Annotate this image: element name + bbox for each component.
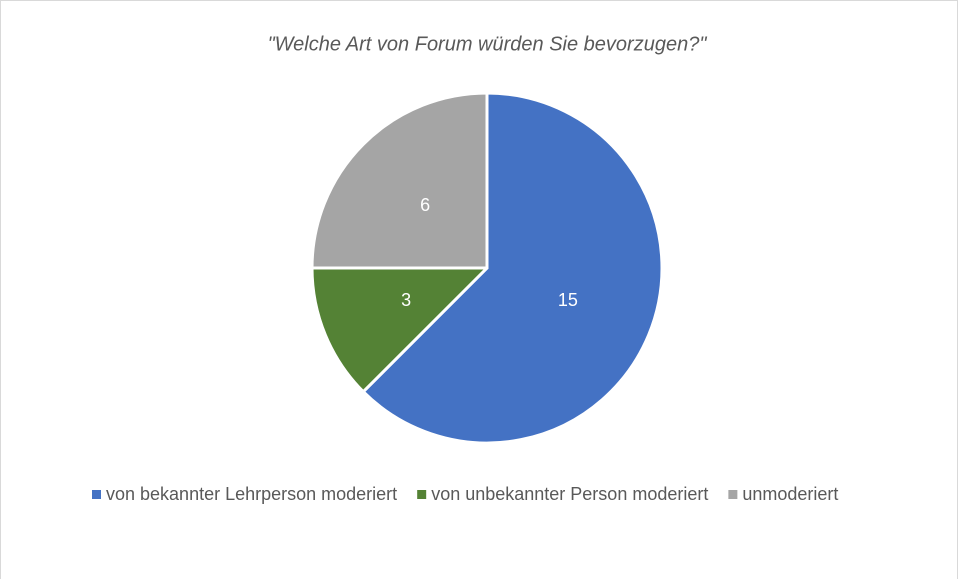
legend-label: von unbekannter Person moderiert [431, 484, 708, 504]
chart-title: "Welche Art von Forum würden Sie bevorzu… [268, 33, 708, 55]
pie-slice [361, 91, 664, 445]
pie-slice [310, 91, 489, 270]
data-label: 6 [420, 195, 430, 215]
data-label: 15 [558, 290, 578, 310]
legend-swatch [417, 490, 427, 499]
data-label: 3 [401, 290, 411, 310]
pie-slice [310, 266, 489, 394]
legend-swatch [728, 490, 738, 499]
legend-label: von bekannter Lehrperson moderiert [106, 484, 397, 504]
legend-swatch [92, 490, 101, 499]
legend-label: unmoderiert [742, 484, 838, 504]
